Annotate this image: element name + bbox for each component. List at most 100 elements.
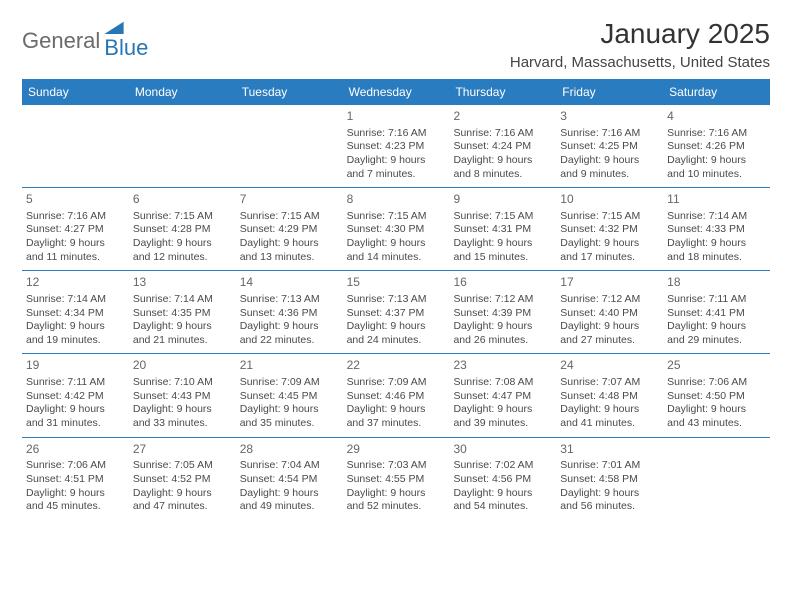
day-info-line: Sunrise: 7:16 AM <box>453 127 552 141</box>
day-info-line: and 39 minutes. <box>453 417 552 431</box>
day-info-line: and 31 minutes. <box>26 417 125 431</box>
calendar-day <box>22 105 129 187</box>
day-info-line: Sunrise: 7:09 AM <box>347 376 446 390</box>
day-info-line: and 27 minutes. <box>560 334 659 348</box>
day-info-line: Sunset: 4:24 PM <box>453 140 552 154</box>
day-info-line: Sunrise: 7:07 AM <box>560 376 659 390</box>
day-info-line: Daylight: 9 hours <box>133 403 232 417</box>
day-info-line: Sunset: 4:30 PM <box>347 223 446 237</box>
day-info-line: Sunrise: 7:15 AM <box>560 210 659 224</box>
day-info-line: Sunset: 4:45 PM <box>240 390 339 404</box>
calendar-week: 1Sunrise: 7:16 AMSunset: 4:23 PMDaylight… <box>22 105 770 187</box>
day-info-line: Sunset: 4:56 PM <box>453 473 552 487</box>
day-number: 5 <box>26 192 125 208</box>
day-info-line: Daylight: 9 hours <box>347 487 446 501</box>
day-info-line: Sunrise: 7:15 AM <box>240 210 339 224</box>
day-info-line: Sunset: 4:50 PM <box>667 390 766 404</box>
day-info-line: Daylight: 9 hours <box>26 320 125 334</box>
day-info-line: Daylight: 9 hours <box>453 237 552 251</box>
day-info-line: and 13 minutes. <box>240 251 339 265</box>
day-info-line: and 19 minutes. <box>26 334 125 348</box>
day-info-line: and 15 minutes. <box>453 251 552 265</box>
day-info-line: Sunset: 4:58 PM <box>560 473 659 487</box>
day-number: 9 <box>453 192 552 208</box>
day-number: 12 <box>26 275 125 291</box>
day-number: 13 <box>133 275 232 291</box>
day-number: 20 <box>133 358 232 374</box>
calendar-day: 4Sunrise: 7:16 AMSunset: 4:26 PMDaylight… <box>663 105 770 187</box>
day-number: 17 <box>560 275 659 291</box>
calendar-day: 12Sunrise: 7:14 AMSunset: 4:34 PMDayligh… <box>22 271 129 353</box>
day-info-line: Daylight: 9 hours <box>453 154 552 168</box>
calendar-day: 5Sunrise: 7:16 AMSunset: 4:27 PMDaylight… <box>22 188 129 270</box>
day-number: 30 <box>453 442 552 458</box>
day-info-line: Sunrise: 7:06 AM <box>26 459 125 473</box>
day-info-line: Sunset: 4:25 PM <box>560 140 659 154</box>
day-info-line: Daylight: 9 hours <box>560 237 659 251</box>
day-info-line: and 12 minutes. <box>133 251 232 265</box>
day-number: 22 <box>347 358 446 374</box>
day-info-line: Daylight: 9 hours <box>453 403 552 417</box>
day-info-line: Sunrise: 7:15 AM <box>453 210 552 224</box>
day-number: 28 <box>240 442 339 458</box>
day-info-line: Sunset: 4:33 PM <box>667 223 766 237</box>
day-info-line: Sunrise: 7:08 AM <box>453 376 552 390</box>
day-info-line: Daylight: 9 hours <box>240 487 339 501</box>
day-info-line: Sunset: 4:41 PM <box>667 307 766 321</box>
day-info-line: Daylight: 9 hours <box>453 320 552 334</box>
day-info-line: Daylight: 9 hours <box>240 237 339 251</box>
day-info-line: Daylight: 9 hours <box>240 320 339 334</box>
calendar-day <box>663 438 770 520</box>
day-number: 27 <box>133 442 232 458</box>
calendar-day: 1Sunrise: 7:16 AMSunset: 4:23 PMDaylight… <box>343 105 450 187</box>
day-info-line: and 49 minutes. <box>240 500 339 514</box>
day-number: 11 <box>667 192 766 208</box>
day-number: 6 <box>133 192 232 208</box>
day-info-line: Sunset: 4:52 PM <box>133 473 232 487</box>
calendar-week: 12Sunrise: 7:14 AMSunset: 4:34 PMDayligh… <box>22 270 770 353</box>
day-info-line: and 9 minutes. <box>560 168 659 182</box>
day-info-line: and 7 minutes. <box>347 168 446 182</box>
day-number: 29 <box>347 442 446 458</box>
calendar-day: 27Sunrise: 7:05 AMSunset: 4:52 PMDayligh… <box>129 438 236 520</box>
day-info-line: Sunrise: 7:16 AM <box>667 127 766 141</box>
logo: GeneralBlue <box>22 20 148 61</box>
location: Harvard, Massachusetts, United States <box>510 54 770 71</box>
day-number: 18 <box>667 275 766 291</box>
day-info-line: Daylight: 9 hours <box>667 237 766 251</box>
day-info-line: Sunset: 4:48 PM <box>560 390 659 404</box>
day-info-line: Sunrise: 7:15 AM <box>133 210 232 224</box>
day-number: 21 <box>240 358 339 374</box>
day-info-line: Daylight: 9 hours <box>26 237 125 251</box>
day-info-line: Daylight: 9 hours <box>240 403 339 417</box>
day-number: 15 <box>347 275 446 291</box>
weekday-monday: Monday <box>129 79 236 105</box>
calendar-day: 17Sunrise: 7:12 AMSunset: 4:40 PMDayligh… <box>556 271 663 353</box>
day-info-line: and 8 minutes. <box>453 168 552 182</box>
day-info-line: and 11 minutes. <box>26 251 125 265</box>
weekday-saturday: Saturday <box>663 79 770 105</box>
calendar-day: 31Sunrise: 7:01 AMSunset: 4:58 PMDayligh… <box>556 438 663 520</box>
day-info-line: Sunset: 4:23 PM <box>347 140 446 154</box>
day-info-line: Daylight: 9 hours <box>347 237 446 251</box>
day-info-line: Sunset: 4:42 PM <box>26 390 125 404</box>
day-info-line: Sunrise: 7:04 AM <box>240 459 339 473</box>
day-info-line: Sunrise: 7:14 AM <box>667 210 766 224</box>
day-info-line: Sunrise: 7:12 AM <box>560 293 659 307</box>
calendar-day: 13Sunrise: 7:14 AMSunset: 4:35 PMDayligh… <box>129 271 236 353</box>
day-number: 31 <box>560 442 659 458</box>
calendar-week: 26Sunrise: 7:06 AMSunset: 4:51 PMDayligh… <box>22 437 770 520</box>
weekday-header: Sunday Monday Tuesday Wednesday Thursday… <box>22 79 770 105</box>
day-number: 8 <box>347 192 446 208</box>
calendar-day: 21Sunrise: 7:09 AMSunset: 4:45 PMDayligh… <box>236 354 343 436</box>
day-info-line: Sunrise: 7:05 AM <box>133 459 232 473</box>
weekday-friday: Friday <box>556 79 663 105</box>
day-info-line: Sunrise: 7:16 AM <box>560 127 659 141</box>
day-info-line: and 52 minutes. <box>347 500 446 514</box>
day-info-line: Sunset: 4:51 PM <box>26 473 125 487</box>
calendar-day: 16Sunrise: 7:12 AMSunset: 4:39 PMDayligh… <box>449 271 556 353</box>
day-info-line: Sunset: 4:46 PM <box>347 390 446 404</box>
day-info-line: Sunrise: 7:14 AM <box>26 293 125 307</box>
day-info-line: Sunset: 4:32 PM <box>560 223 659 237</box>
day-info-line: and 41 minutes. <box>560 417 659 431</box>
